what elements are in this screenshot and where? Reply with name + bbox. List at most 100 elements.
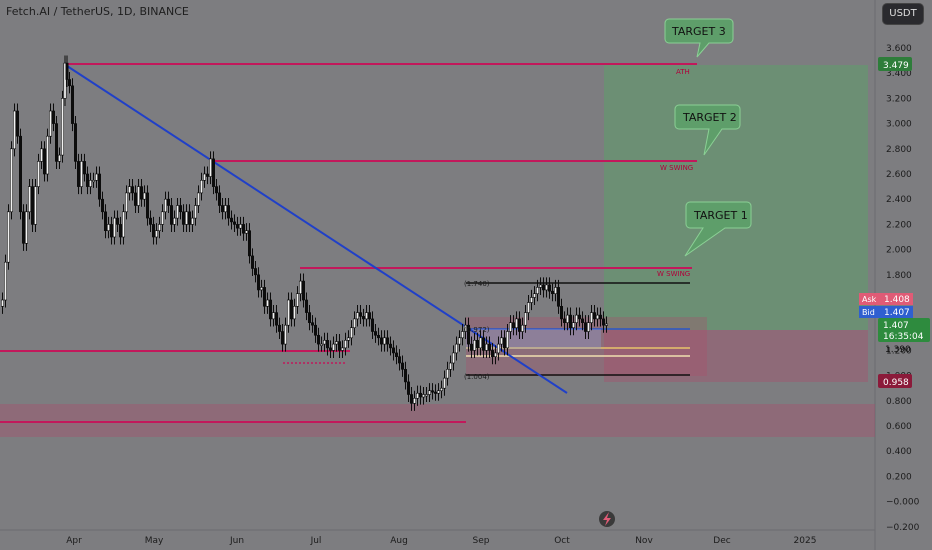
candle-body: [152, 224, 156, 238]
candle-body: [57, 154, 61, 162]
target-3-label: TARGET 3: [671, 25, 726, 38]
candle-body: [233, 221, 237, 225]
candle-body: [589, 312, 593, 323]
candle-body: [343, 340, 347, 349]
candle-body: [140, 186, 144, 200]
candle-body: [212, 158, 216, 187]
candle-body: [571, 322, 575, 329]
y-tick-label: −0.200: [886, 523, 920, 533]
candle-body: [188, 211, 192, 225]
candle-body: [541, 284, 545, 291]
w-swing-label-1: W SWING: [660, 164, 693, 172]
candle-body: [128, 186, 132, 194]
candle-body: [358, 312, 362, 317]
candle-body: [265, 299, 269, 307]
candle-body: [592, 312, 596, 320]
candle-body: [535, 287, 539, 294]
candle-body: [523, 312, 527, 326]
candle-body: [74, 123, 78, 162]
candle-body: [131, 186, 135, 194]
x-tick-label: Sep: [473, 536, 490, 546]
candle-body: [248, 230, 252, 257]
fib-mid-label: (0.972): [464, 326, 490, 334]
y-tick-label: 0.400: [886, 447, 912, 457]
candle-body: [161, 211, 165, 225]
candle-body: [304, 299, 308, 313]
lightning-icon[interactable]: [599, 511, 615, 527]
candle-body: [484, 343, 488, 351]
candle-body: [493, 352, 497, 358]
candle-body: [227, 205, 231, 219]
candle-body: [149, 217, 153, 225]
candle-body: [164, 198, 168, 213]
y-tick-label: 0.600: [886, 422, 912, 432]
chart-title: Fetch.AI / TetherUS, 1D, BINANCE: [6, 5, 189, 18]
y-tick-label: 3.600: [886, 44, 912, 54]
candle-body: [469, 343, 473, 351]
candle-body: [191, 217, 195, 225]
currency-button[interactable]: USDT: [882, 3, 924, 25]
candle-body: [30, 186, 34, 225]
candle-body: [101, 198, 105, 213]
candle-body: [526, 302, 530, 313]
candle-body: [239, 224, 243, 229]
candle-body: [481, 337, 485, 351]
candle-body: [532, 293, 536, 298]
y-tick-label: 0.200: [886, 472, 912, 482]
candle-body: [39, 148, 43, 162]
candle-body: [292, 305, 296, 320]
target-3-callout: TARGET 3: [664, 18, 734, 58]
candle-body: [83, 161, 87, 175]
candle-body: [134, 192, 138, 206]
candle-body: [116, 217, 120, 225]
x-tick-label: Nov: [635, 536, 653, 546]
candle-body: [254, 268, 258, 276]
candle-body: [167, 198, 171, 206]
candle-body: [104, 211, 108, 232]
stop-price-value: 0.958: [883, 378, 909, 388]
candle-body: [538, 284, 542, 288]
candle-body: [412, 397, 416, 404]
candle-body: [604, 323, 608, 326]
candle-body: [224, 205, 228, 213]
candle-body: [391, 347, 395, 354]
candle-body: [322, 340, 326, 345]
candle-body: [373, 331, 377, 336]
candle-body: [349, 327, 353, 339]
candle-body: [15, 110, 19, 137]
candle-body: [424, 394, 428, 397]
candle-body: [182, 211, 186, 225]
candle-body: [51, 110, 55, 124]
x-tick-label: Jul: [310, 536, 322, 546]
candle-body: [63, 62, 67, 99]
candle-body: [595, 314, 599, 320]
candle-body: [176, 205, 180, 219]
y-tick-label: 3.400: [886, 69, 912, 79]
candle-body: [385, 337, 389, 345]
candle-body: [107, 224, 111, 231]
target-1-callout: TARGET 1: [684, 201, 752, 257]
candle-body: [21, 211, 25, 244]
candle-body: [529, 297, 533, 303]
x-tick-label: Jun: [229, 536, 244, 546]
price-candles: [0, 55, 608, 411]
bid-label: Bid: [862, 308, 875, 317]
candle-body: [466, 324, 470, 345]
candle-body: [415, 392, 419, 399]
candle-body: [568, 314, 572, 329]
candle-body: [170, 205, 174, 225]
candle-body: [547, 284, 551, 292]
candle-body: [496, 343, 500, 354]
candle-body: [397, 356, 401, 364]
candle-body: [283, 324, 287, 345]
candle-body: [370, 318, 374, 332]
candle-body: [514, 318, 518, 329]
ask-value: 1.408: [884, 295, 910, 305]
candle-body: [478, 337, 482, 349]
candle-body: [206, 173, 210, 177]
candle-body: [10, 148, 14, 213]
candle-body: [520, 324, 524, 332]
candle-body: [256, 274, 260, 291]
y-tick-label: 1.200: [886, 346, 912, 356]
